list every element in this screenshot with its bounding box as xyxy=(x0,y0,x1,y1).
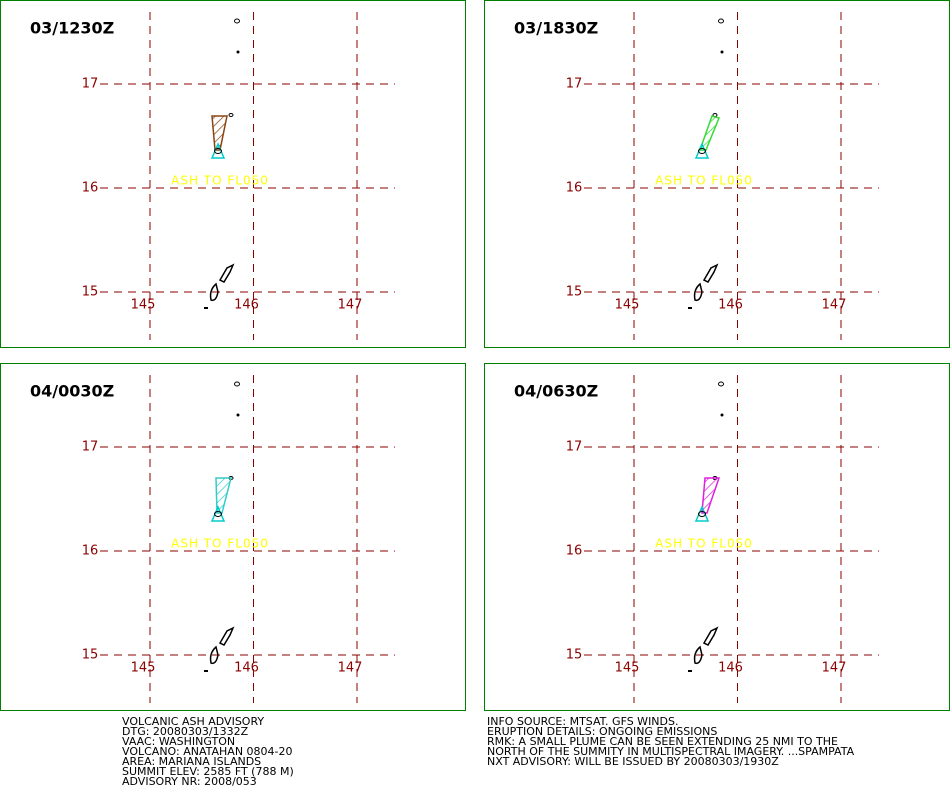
island xyxy=(236,50,240,54)
longitude-label: 146 xyxy=(718,661,743,676)
island xyxy=(718,18,724,24)
volcano-island xyxy=(698,148,706,154)
latitude-label: 16 xyxy=(82,181,99,196)
island xyxy=(702,626,719,646)
map-panel: 145 146 147 17 16 15 03/1230Z ASH TO FL050 xyxy=(0,0,466,348)
island xyxy=(688,670,692,672)
latitude-label: 16 xyxy=(82,544,99,559)
island xyxy=(234,381,240,387)
panel-frame xyxy=(0,0,466,348)
longitude-label: 145 xyxy=(615,661,640,676)
island xyxy=(720,50,724,54)
island xyxy=(228,113,234,117)
panel-frame xyxy=(484,363,950,711)
longitude-label: 146 xyxy=(234,298,259,313)
volcano-island xyxy=(214,148,222,154)
island xyxy=(204,307,208,309)
map-panel: 145 146 147 17 16 15 04/0030Z ASH TO FL050 xyxy=(0,363,466,711)
ash-label: ASH TO FL050 xyxy=(171,174,269,188)
latitude-label: 15 xyxy=(566,648,583,663)
island xyxy=(688,307,692,309)
panel-frame xyxy=(0,363,466,711)
longitude-label: 147 xyxy=(822,298,847,313)
longitude-label: 146 xyxy=(718,298,743,313)
latitude-label: 15 xyxy=(566,285,583,300)
longitude-label: 145 xyxy=(615,298,640,313)
island xyxy=(693,645,703,665)
island xyxy=(236,413,240,417)
ash-plume xyxy=(215,477,232,514)
map-panel: 145 146 147 17 16 15 03/1830Z ASH TO FL050 xyxy=(484,0,950,348)
latitude-label: 16 xyxy=(566,181,583,196)
latitude-label: 16 xyxy=(566,544,583,559)
island xyxy=(718,381,724,387)
panel-frame xyxy=(484,0,950,348)
longitude-label: 145 xyxy=(131,298,156,313)
island xyxy=(218,626,235,646)
island xyxy=(702,263,719,283)
advisory-line: VOLCANIC ASH ADVISORY xyxy=(122,715,264,728)
ash-label: ASH TO FL050 xyxy=(171,537,269,551)
island xyxy=(204,670,208,672)
longitude-label: 145 xyxy=(131,661,156,676)
advisory-line: RMK: A SMALL PLUME CAN BE SEEN EXTENDING… xyxy=(487,735,838,748)
longitude-label: 147 xyxy=(338,661,363,676)
advisory-line: DTG: 20080303/1332Z xyxy=(122,725,249,738)
advisory-line: VAAC: WASHINGTON xyxy=(122,735,235,748)
advisory-line: ERUPTION DETAILS: ONGOING EMISSIONS xyxy=(487,725,717,738)
panel-time: 04/0630Z xyxy=(514,382,598,401)
panel-time: 04/0030Z xyxy=(30,382,114,401)
advisory-line: AREA: MARIANA ISLANDS xyxy=(122,755,261,768)
volcano-island xyxy=(214,511,222,517)
map-panel: 145 146 147 17 16 15 04/0630Z ASH TO FL050 xyxy=(484,363,950,711)
ash-label: ASH TO FL050 xyxy=(655,174,753,188)
island xyxy=(720,413,724,417)
latitude-label: 17 xyxy=(82,440,99,455)
island xyxy=(209,282,219,302)
ash-label: ASH TO FL050 xyxy=(655,537,753,551)
advisory-line: NORTH OF THE SUMMITY IN MULTISPECTRAL IM… xyxy=(487,745,855,758)
latitude-label: 17 xyxy=(566,77,583,92)
advisory-line: SUMMIT ELEV: 2585 FT (788 M) xyxy=(122,765,294,778)
latitude-label: 15 xyxy=(82,285,99,300)
island xyxy=(693,282,703,302)
island xyxy=(218,263,235,283)
longitude-label: 147 xyxy=(338,298,363,313)
island xyxy=(234,18,240,24)
longitude-label: 146 xyxy=(234,661,259,676)
longitude-label: 147 xyxy=(822,661,847,676)
advisory-line: VOLCANO: ANATAHAN 0804-20 xyxy=(122,745,293,758)
panel-time: 03/1830Z xyxy=(514,19,598,38)
advisory-line: INFO SOURCE: MTSAT. GFS WINDS. xyxy=(487,715,679,728)
advisory-line: ADVISORY NR: 2008/053 xyxy=(122,775,257,788)
volcano-island xyxy=(698,511,706,517)
island xyxy=(209,645,219,665)
latitude-label: 15 xyxy=(82,648,99,663)
panel-time: 03/1230Z xyxy=(30,19,114,38)
advisory-line: NXT ADVISORY: WILL BE ISSUED BY 20080303… xyxy=(487,755,779,768)
latitude-label: 17 xyxy=(566,440,583,455)
latitude-label: 17 xyxy=(82,77,99,92)
